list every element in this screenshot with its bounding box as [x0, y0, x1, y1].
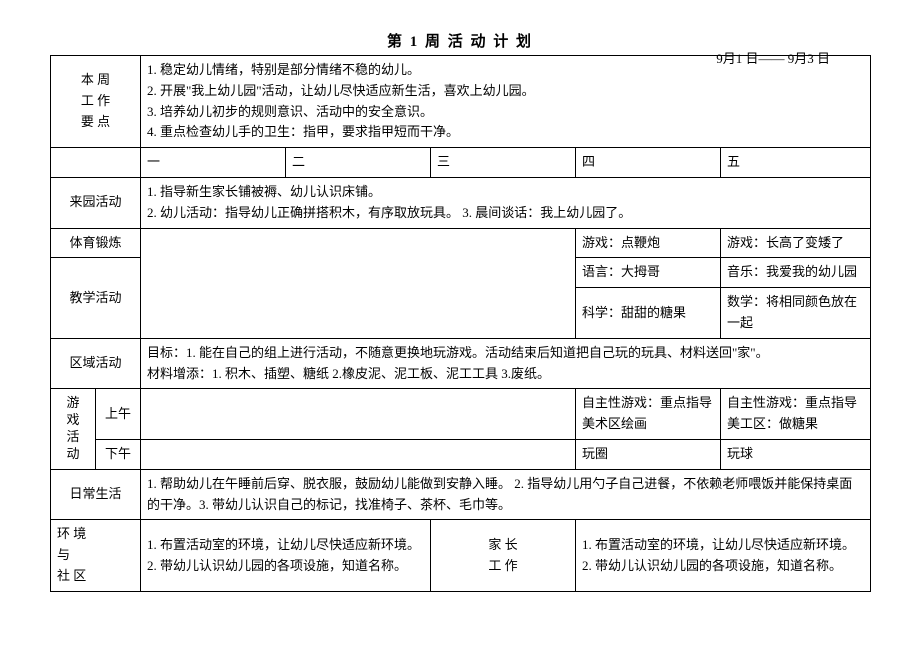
daily-content: 1. 帮助幼儿在午睡前后穿、脱衣服，鼓励幼儿能做到安静入睡。 2. 指导幼儿用勺…: [141, 469, 871, 520]
game-label: 游戏活动: [51, 389, 96, 469]
am-d4: 自主性游戏：重点指导美术区绘画: [576, 389, 721, 440]
arrival-content: 1. 指导新生家长铺被褥、幼儿认识床铺。 2. 幼儿活动：指导幼儿正确拼搭积木，…: [141, 177, 871, 228]
env-content: 1. 布置活动室的环境，让幼儿尽快适应新环境。 2. 带幼儿认识幼儿园的各项设施…: [141, 520, 431, 591]
pe-teach-blank: [141, 228, 576, 338]
pe-d4: 游戏：点鞭炮: [576, 228, 721, 258]
pm-blank: [141, 439, 576, 469]
teach-d5b: 数学：将相同颜色放在一起: [721, 288, 871, 339]
pe-label: 体育锻炼: [51, 228, 141, 258]
parent-label: 家 长 工 作: [431, 520, 576, 591]
arrival-label: 来园活动: [51, 177, 141, 228]
day-1: 一: [141, 148, 286, 178]
week-points-label: 本 周 工 作 要 点: [51, 56, 141, 148]
teach-d4b: 科学：甜甜的糖果: [576, 288, 721, 339]
days-label-blank: [51, 148, 141, 178]
parent-content: 1. 布置活动室的环境，让幼儿尽快适应新环境。 2. 带幼儿认识幼儿园的各项设施…: [576, 520, 871, 591]
day-5: 五: [721, 148, 871, 178]
pm-label: 下午: [96, 439, 141, 469]
pe-d5: 游戏：长高了变矮了: [721, 228, 871, 258]
area-label: 区域活动: [51, 338, 141, 389]
am-d5: 自主性游戏：重点指导美工区：做糖果: [721, 389, 871, 440]
area-content: 目标：1. 能在自己的组上进行活动，不随意更换地玩游戏。活动结束后知道把自己玩的…: [141, 338, 871, 389]
pm-d4: 玩圈: [576, 439, 721, 469]
env-label: 环 境 与 社 区: [51, 520, 141, 591]
day-2: 二: [286, 148, 431, 178]
day-4: 四: [576, 148, 721, 178]
teach-d5a: 音乐：我爱我的幼儿园: [721, 258, 871, 288]
am-blank: [141, 389, 576, 440]
teach-d4a: 语言：大拇哥: [576, 258, 721, 288]
day-3: 三: [431, 148, 576, 178]
date-range: 9月1 日—— 9月3 日: [716, 48, 830, 67]
am-label: 上午: [96, 389, 141, 440]
teach-label: 教学活动: [51, 258, 141, 338]
plan-table: 本 周 工 作 要 点 1. 稳定幼儿情绪，特别是部分情绪不稳的幼儿。 2. 开…: [50, 55, 871, 592]
daily-label: 日常生活: [51, 469, 141, 520]
pm-d5: 玩球: [721, 439, 871, 469]
week-points: 1. 稳定幼儿情绪，特别是部分情绪不稳的幼儿。 2. 开展"我上幼儿园"活动，让…: [141, 56, 871, 148]
